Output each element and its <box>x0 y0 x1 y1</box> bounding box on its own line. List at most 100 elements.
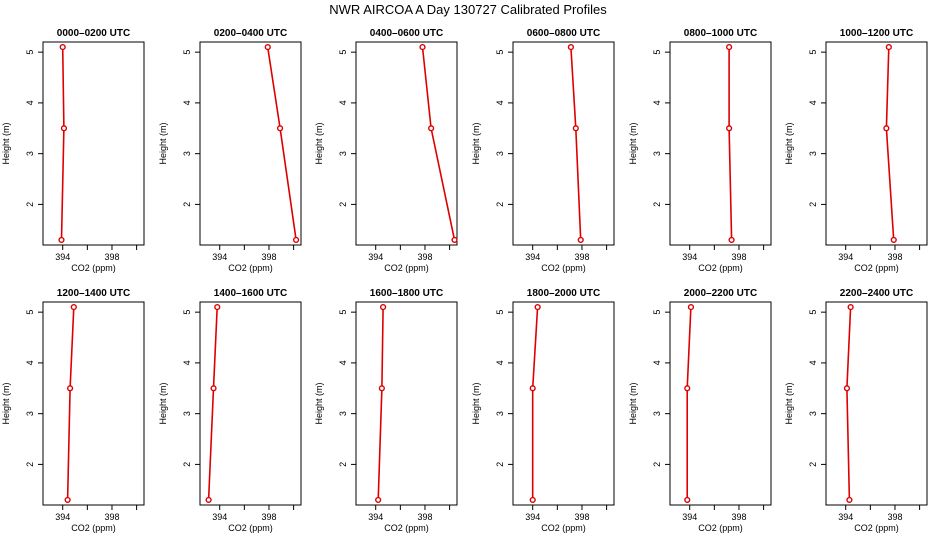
data-point <box>890 236 897 244</box>
y-axis-label: Height (m) <box>1 122 11 164</box>
plot-frame <box>512 41 615 246</box>
y-tick-label: 4 <box>652 100 662 105</box>
x-tick-label: 398 <box>261 512 276 522</box>
x-tick-label: 398 <box>731 512 746 522</box>
y-tick-label: 5 <box>652 50 662 55</box>
x-tick-label: 394 <box>55 512 70 522</box>
plot-frame <box>669 301 772 506</box>
data-point <box>529 496 536 504</box>
data-point <box>885 43 892 51</box>
y-tick-label: 3 <box>495 151 505 156</box>
x-tick-label: 394 <box>525 252 540 262</box>
y-tick-label: 4 <box>338 100 348 105</box>
panel: 0200–0400 UTC 394 398 2 3 4 5 CO2 (ppm) Height (… <box>158 28 302 273</box>
data-point <box>529 385 536 392</box>
data-point <box>687 303 695 311</box>
x-axis-label: CO2 (ppm) <box>384 263 429 273</box>
panel-grid: 0000–0200 UTC 394 398 2 3 4 5 CO2 (ppm) Height (… <box>1 28 928 533</box>
x-tick-label: 394 <box>368 512 383 522</box>
y-tick-label: 5 <box>808 310 818 315</box>
y-axis-label: Height (m) <box>784 122 794 164</box>
y-tick-label: 5 <box>25 310 35 315</box>
y-tick-label: 2 <box>25 202 35 207</box>
panel-title: 2000–2200 UTC <box>684 288 757 299</box>
panel: 1000–1200 UTC 394 398 2 3 4 5 CO2 (ppm) Height (… <box>784 28 928 273</box>
plot-frame <box>512 301 615 506</box>
data-point <box>684 496 691 504</box>
data-point <box>883 125 890 132</box>
y-axis-label: Height (m) <box>314 382 324 424</box>
y-tick-label: 5 <box>495 310 505 315</box>
data-point <box>567 43 574 51</box>
x-axis-label: CO2 (ppm) <box>698 263 743 273</box>
x-axis-label: CO2 (ppm) <box>71 263 116 273</box>
data-point <box>214 303 221 311</box>
x-tick-label: 394 <box>55 252 70 262</box>
plot-frame <box>355 41 458 246</box>
data-point <box>205 496 212 504</box>
y-axis-label: Height (m) <box>1 382 11 424</box>
panel-title: 0800–1000 UTC <box>684 28 757 39</box>
y-tick-label: 5 <box>25 50 35 55</box>
y-axis-label: Height (m) <box>628 122 638 164</box>
x-tick-label: 394 <box>838 512 853 522</box>
plot-frame <box>199 301 302 506</box>
x-tick-label: 398 <box>104 252 119 262</box>
data-point <box>64 496 71 504</box>
x-axis-label: CO2 (ppm) <box>541 263 586 273</box>
data-point <box>428 125 435 132</box>
x-tick-label: 398 <box>574 252 589 262</box>
y-tick-label: 4 <box>182 360 192 365</box>
profile-line <box>686 307 692 500</box>
y-tick-label: 5 <box>182 50 192 55</box>
y-tick-label: 2 <box>808 462 818 467</box>
panel: 0400–0600 UTC 394 398 2 3 4 5 CO2 (ppm) Height (… <box>314 28 458 273</box>
data-point <box>70 303 77 311</box>
x-tick-label: 398 <box>104 512 119 522</box>
y-tick-label: 2 <box>495 202 505 207</box>
y-tick-label: 5 <box>182 310 192 315</box>
data-point <box>726 125 733 132</box>
y-tick-label: 4 <box>808 100 818 105</box>
y-tick-label: 2 <box>338 462 348 467</box>
profile-line <box>207 307 218 500</box>
x-tick-label: 394 <box>838 252 853 262</box>
figure-title: NWR AIRCOA A Day 130727 Calibrated Profi… <box>329 2 607 17</box>
y-axis-label: Height (m) <box>471 122 481 164</box>
y-tick-label: 3 <box>808 411 818 416</box>
data-point <box>378 385 385 392</box>
y-tick-label: 5 <box>338 50 348 55</box>
panel-title: 1600–1800 UTC <box>370 288 443 299</box>
profile-line <box>377 307 384 500</box>
plot-frame <box>199 41 302 246</box>
data-point <box>847 303 854 311</box>
y-tick-label: 4 <box>652 360 662 365</box>
plot-frame <box>42 301 145 506</box>
x-tick-label: 394 <box>525 512 540 522</box>
panel-title: 2200–2400 UTC <box>840 288 913 299</box>
data-point <box>66 385 74 392</box>
x-axis-label: CO2 (ppm) <box>854 523 899 533</box>
data-point <box>60 125 68 132</box>
panel-title: 1000–1200 UTC <box>840 28 913 39</box>
panel: 1600–1800 UTC 394 398 2 3 4 5 CO2 (ppm) Height (… <box>314 288 458 533</box>
y-tick-label: 2 <box>25 462 35 467</box>
y-tick-label: 4 <box>25 100 35 105</box>
panel-title: 1400–1600 UTC <box>214 288 287 299</box>
y-tick-label: 5 <box>808 50 818 55</box>
plot-frame <box>355 301 458 506</box>
panel: 0000–0200 UTC 394 398 2 3 4 5 CO2 (ppm) Height (… <box>1 28 145 273</box>
x-tick-label: 398 <box>417 512 432 522</box>
y-axis-label: Height (m) <box>158 382 168 424</box>
y-tick-label: 2 <box>652 462 662 467</box>
panel: 1200–1400 UTC 394 398 2 3 4 5 CO2 (ppm) Height (… <box>1 288 145 533</box>
y-tick-label: 5 <box>338 310 348 315</box>
data-point <box>419 43 426 51</box>
y-tick-label: 3 <box>338 151 348 156</box>
y-tick-label: 5 <box>495 50 505 55</box>
data-point <box>577 236 584 244</box>
panel: 1800–2000 UTC 394 398 2 3 4 5 CO2 (ppm) Height (… <box>471 288 615 533</box>
panel: 2000–2200 UTC 394 398 2 3 4 5 CO2 (ppm) Height (… <box>628 288 772 533</box>
y-tick-label: 4 <box>495 100 505 105</box>
